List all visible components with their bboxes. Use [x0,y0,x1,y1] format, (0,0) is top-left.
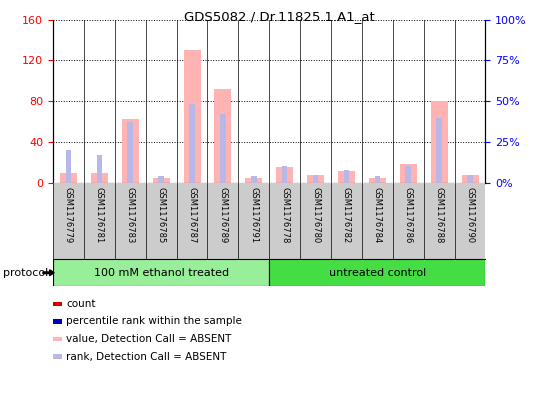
Bar [344,170,349,183]
Text: GSM1176789: GSM1176789 [218,187,228,243]
Text: protocol: protocol [3,268,48,278]
Text: 100 mM ethanol treated: 100 mM ethanol treated [94,268,229,278]
Text: percentile rank within the sample: percentile rank within the sample [66,316,242,327]
Bar [251,176,257,183]
Bar [153,178,170,183]
Bar [436,118,442,183]
Text: GSM1176779: GSM1176779 [64,187,73,243]
Bar [53,337,61,342]
Bar [369,178,386,183]
Text: GSM1176781: GSM1176781 [95,187,104,243]
Bar [220,114,225,183]
Bar [97,155,102,183]
Bar [282,166,287,183]
Bar [400,164,417,183]
Bar [53,354,61,359]
Bar [214,89,232,183]
Text: GSM1176786: GSM1176786 [404,187,413,243]
Text: untreated control: untreated control [329,268,426,278]
Text: GSM1176788: GSM1176788 [435,187,444,243]
Bar [276,167,293,183]
Text: GDS5082 / Dr.11825.1.A1_at: GDS5082 / Dr.11825.1.A1_at [184,10,374,23]
Bar [127,122,133,183]
Text: value, Detection Call = ABSENT: value, Detection Call = ABSENT [66,334,232,344]
Bar [53,301,61,306]
Bar [406,166,411,183]
Text: GSM1176787: GSM1176787 [187,187,196,243]
Bar [431,101,448,183]
Text: GSM1176782: GSM1176782 [342,187,351,243]
Text: GSM1176778: GSM1176778 [280,187,289,243]
Text: GSM1176780: GSM1176780 [311,187,320,243]
Bar [338,171,355,183]
Bar [307,174,324,183]
Text: GSM1176791: GSM1176791 [249,187,258,243]
Text: rank, Detection Call = ABSENT: rank, Detection Call = ABSENT [66,352,227,362]
Bar [91,173,108,183]
Bar [53,319,61,324]
Bar [374,176,380,183]
Text: GSM1176784: GSM1176784 [373,187,382,243]
Bar [60,173,77,183]
Text: GSM1176785: GSM1176785 [157,187,166,243]
Bar [467,174,473,183]
Text: count: count [66,299,95,309]
Text: GSM1176790: GSM1176790 [465,187,474,243]
Bar [189,105,195,183]
Bar [461,174,479,183]
Bar [53,259,270,286]
Bar [313,174,319,183]
Bar [158,176,164,183]
Bar [184,50,200,183]
Bar [122,119,139,183]
Text: GSM1176783: GSM1176783 [126,187,134,243]
Bar [270,259,485,286]
Bar [246,178,262,183]
Bar [66,150,71,183]
